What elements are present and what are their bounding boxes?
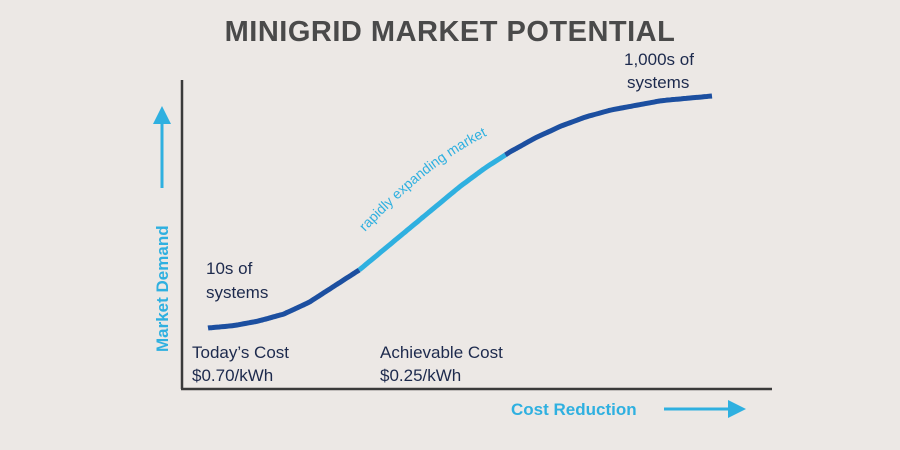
achievable-cost-annotation: Achievable Cost $0.25/kWh xyxy=(380,343,508,385)
curve-group xyxy=(207,93,713,331)
x-axis-label: Cost Reduction xyxy=(511,400,637,419)
y-axis-arrow-head xyxy=(153,106,171,124)
y-axis-label: Market Demand xyxy=(153,225,172,352)
low-demand-annotation: 10s of systems xyxy=(206,259,268,302)
curve-segment-dark-0 xyxy=(207,267,361,331)
chart-title: MINIGRID MARKET POTENTIAL xyxy=(224,16,676,48)
high-demand-annotation: 1,000s of systems xyxy=(624,50,699,92)
todays-cost-annotation: Today’s Cost $0.70/kWh xyxy=(192,343,294,385)
curve-segment-light-1 xyxy=(357,152,507,272)
x-axis-arrow-head xyxy=(728,400,746,418)
curve-segment-dark-2 xyxy=(504,93,713,158)
